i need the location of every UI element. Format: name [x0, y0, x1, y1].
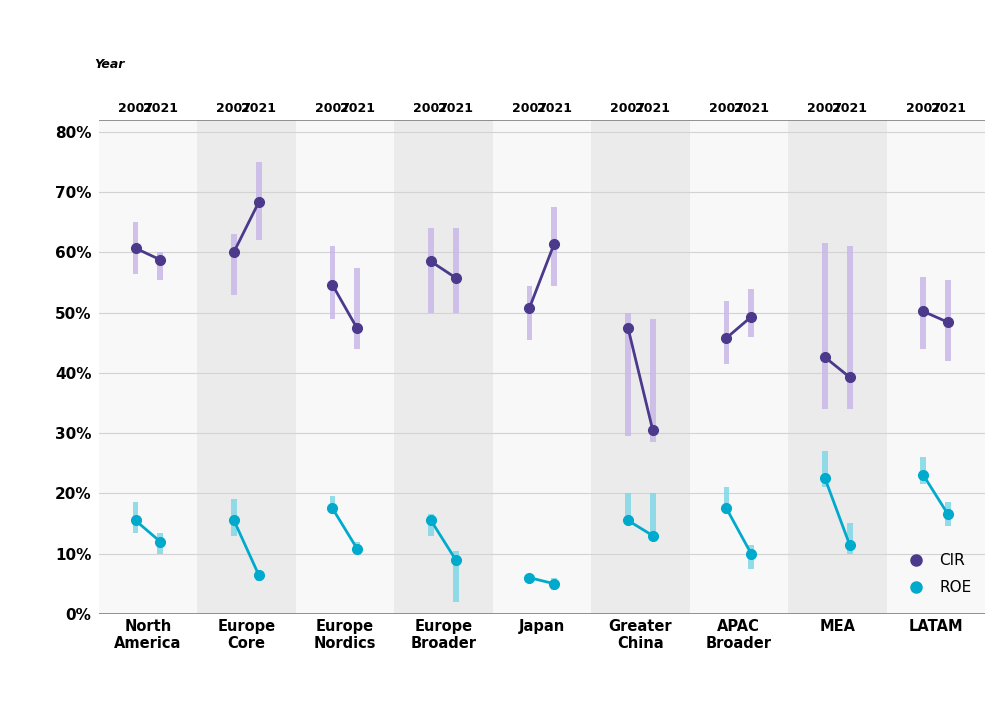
FancyBboxPatch shape [625, 313, 631, 436]
FancyBboxPatch shape [231, 500, 237, 536]
FancyBboxPatch shape [256, 162, 262, 240]
FancyBboxPatch shape [330, 246, 335, 319]
FancyBboxPatch shape [354, 267, 360, 349]
FancyBboxPatch shape [625, 493, 631, 523]
FancyBboxPatch shape [330, 497, 335, 515]
Bar [591, 120, 690, 614]
Bar [197, 120, 296, 614]
FancyBboxPatch shape [133, 502, 138, 533]
FancyBboxPatch shape [847, 246, 853, 409]
FancyBboxPatch shape [748, 289, 754, 337]
FancyBboxPatch shape [945, 279, 951, 361]
FancyBboxPatch shape [748, 544, 754, 568]
FancyBboxPatch shape [650, 493, 656, 539]
Bar [296, 120, 394, 614]
FancyBboxPatch shape [527, 285, 532, 340]
FancyBboxPatch shape [453, 228, 459, 313]
FancyBboxPatch shape [551, 578, 557, 590]
Bar [99, 120, 197, 614]
Bar [690, 120, 788, 614]
FancyBboxPatch shape [256, 572, 262, 581]
FancyBboxPatch shape [724, 487, 729, 515]
FancyBboxPatch shape [157, 253, 163, 279]
Bar [394, 120, 493, 614]
FancyBboxPatch shape [354, 542, 360, 554]
FancyBboxPatch shape [650, 319, 656, 442]
Bar [493, 120, 591, 614]
Bar [788, 120, 887, 614]
FancyBboxPatch shape [551, 207, 557, 285]
FancyBboxPatch shape [157, 533, 163, 554]
FancyBboxPatch shape [822, 243, 828, 409]
FancyBboxPatch shape [428, 515, 434, 536]
FancyBboxPatch shape [453, 550, 459, 602]
FancyBboxPatch shape [920, 458, 926, 484]
Legend: CIR, ROE: CIR, ROE [895, 547, 977, 601]
FancyBboxPatch shape [527, 575, 532, 581]
FancyBboxPatch shape [822, 451, 828, 487]
FancyBboxPatch shape [920, 277, 926, 349]
Bar [887, 120, 985, 614]
FancyBboxPatch shape [231, 235, 237, 295]
FancyBboxPatch shape [724, 300, 729, 364]
FancyBboxPatch shape [847, 523, 853, 554]
Text: Year: Year [94, 58, 125, 70]
FancyBboxPatch shape [945, 502, 951, 526]
FancyBboxPatch shape [133, 222, 138, 274]
FancyBboxPatch shape [428, 228, 434, 313]
